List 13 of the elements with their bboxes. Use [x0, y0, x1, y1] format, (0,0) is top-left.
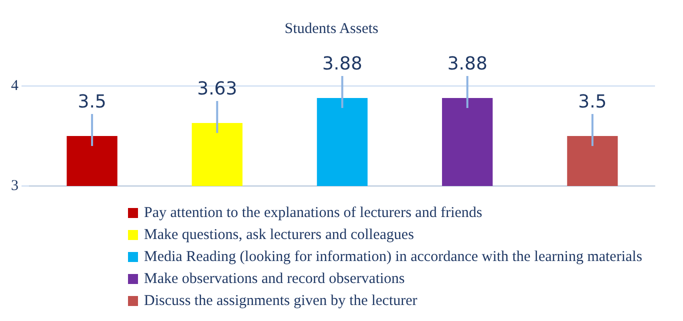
legend-label: Make observations and record observations — [144, 270, 405, 288]
legend-label: Pay attention to the explanations of lecturers and friends — [144, 204, 482, 222]
data-label: 3.5 — [78, 92, 106, 113]
legend-label: Discuss the assignments given by the lecturer — [144, 292, 418, 310]
data-label: 3.88 — [322, 54, 362, 75]
legend-label: Make questions, ask lecturers and colleagues — [144, 226, 414, 244]
y-tick-label: 3 — [11, 178, 18, 194]
chart-title: Students Assets — [284, 20, 379, 37]
data-label: 3.63 — [197, 78, 238, 100]
legend-label: Media Reading (looking for information) in accordance with the learning materials — [144, 248, 642, 266]
y-tick-label: 4 — [11, 78, 19, 94]
data-label: 3.88 — [447, 54, 488, 75]
data-label: 3.5 — [578, 92, 607, 113]
